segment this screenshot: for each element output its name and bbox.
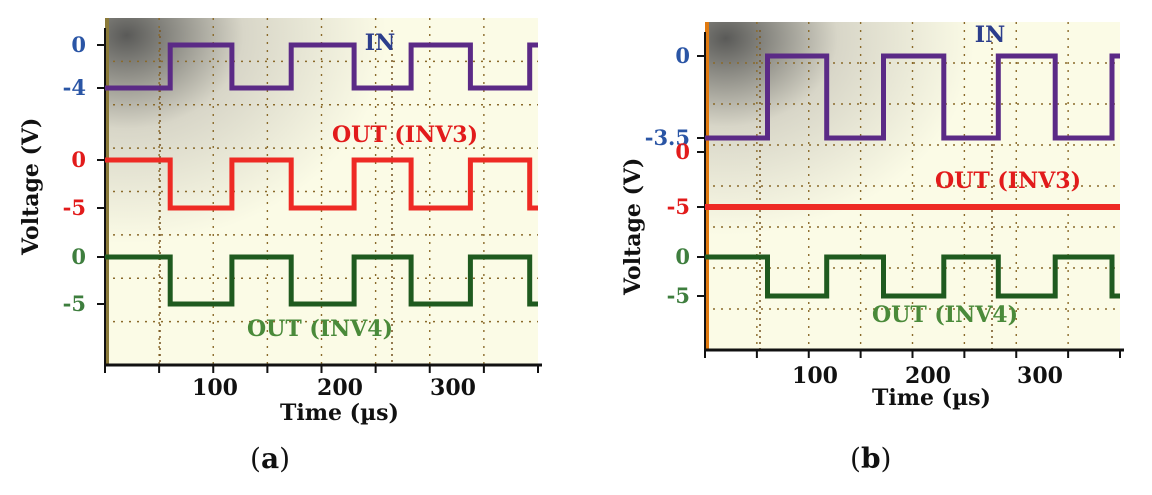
series-line bbox=[705, 254, 1120, 299]
y-tick-label: 0 bbox=[675, 139, 690, 164]
panel-a: 100 200 300 IN 0 -4 OUT (INV3) 0 -5 OUT (INV4) 0 -5… bbox=[0, 0, 560, 495]
panel-caption: (a) bbox=[250, 442, 291, 475]
x-tick-label: 200 bbox=[905, 363, 951, 389]
y-tick-label: 0 bbox=[71, 147, 86, 172]
left-edge bbox=[105, 18, 109, 365]
panel-b: 100 200 300 IN 0 -3.5 OUT (INV3) 0 -5 OUT (INV4) 0… bbox=[600, 0, 1152, 495]
series-label: OUT (INV4) bbox=[872, 302, 1018, 328]
y-axis-label: Voltage (V) bbox=[620, 157, 646, 295]
series-label: OUT (INV3) bbox=[935, 168, 1081, 194]
x-tick-label: 100 bbox=[192, 375, 238, 401]
series-label: OUT (INV4) bbox=[247, 316, 393, 342]
chart-a: 100 200 300 IN 0 -4 OUT (INV3) 0 -5 OUT (INV4) 0 -5 bbox=[63, 18, 542, 401]
y-tick-label: -3.5 bbox=[645, 125, 690, 150]
series-label: OUT (INV3) bbox=[332, 122, 478, 148]
series-line bbox=[705, 53, 1120, 141]
series-line bbox=[105, 42, 538, 91]
panel-caption: (b) bbox=[850, 442, 892, 475]
y-tick-label: 0 bbox=[675, 244, 690, 269]
series-label: IN bbox=[365, 30, 395, 56]
left-edge bbox=[705, 22, 709, 350]
y-tick-label: 0 bbox=[675, 43, 690, 68]
series-line bbox=[105, 157, 538, 211]
y-tick-label: 0 bbox=[71, 244, 86, 269]
y-tick-label: -5 bbox=[63, 195, 86, 220]
y-tick-label: -5 bbox=[63, 291, 86, 316]
y-tick-label: -5 bbox=[667, 283, 690, 308]
series-label: IN bbox=[975, 22, 1005, 48]
y-tick-label: -5 bbox=[667, 194, 690, 219]
y-tick-label: -4 bbox=[63, 75, 86, 100]
x-axis-label: Time (µs) bbox=[280, 400, 399, 426]
series-line bbox=[105, 254, 538, 307]
x-tick-label: 300 bbox=[1017, 363, 1063, 389]
y-tick-label: 0 bbox=[71, 32, 86, 57]
x-tick-label: 300 bbox=[430, 375, 476, 401]
x-axis-label: Time (µs) bbox=[872, 385, 991, 411]
x-tick-label: 100 bbox=[792, 363, 838, 389]
x-tick-label: 200 bbox=[317, 375, 363, 401]
y-axis-label: Voltage (V) bbox=[18, 117, 44, 255]
